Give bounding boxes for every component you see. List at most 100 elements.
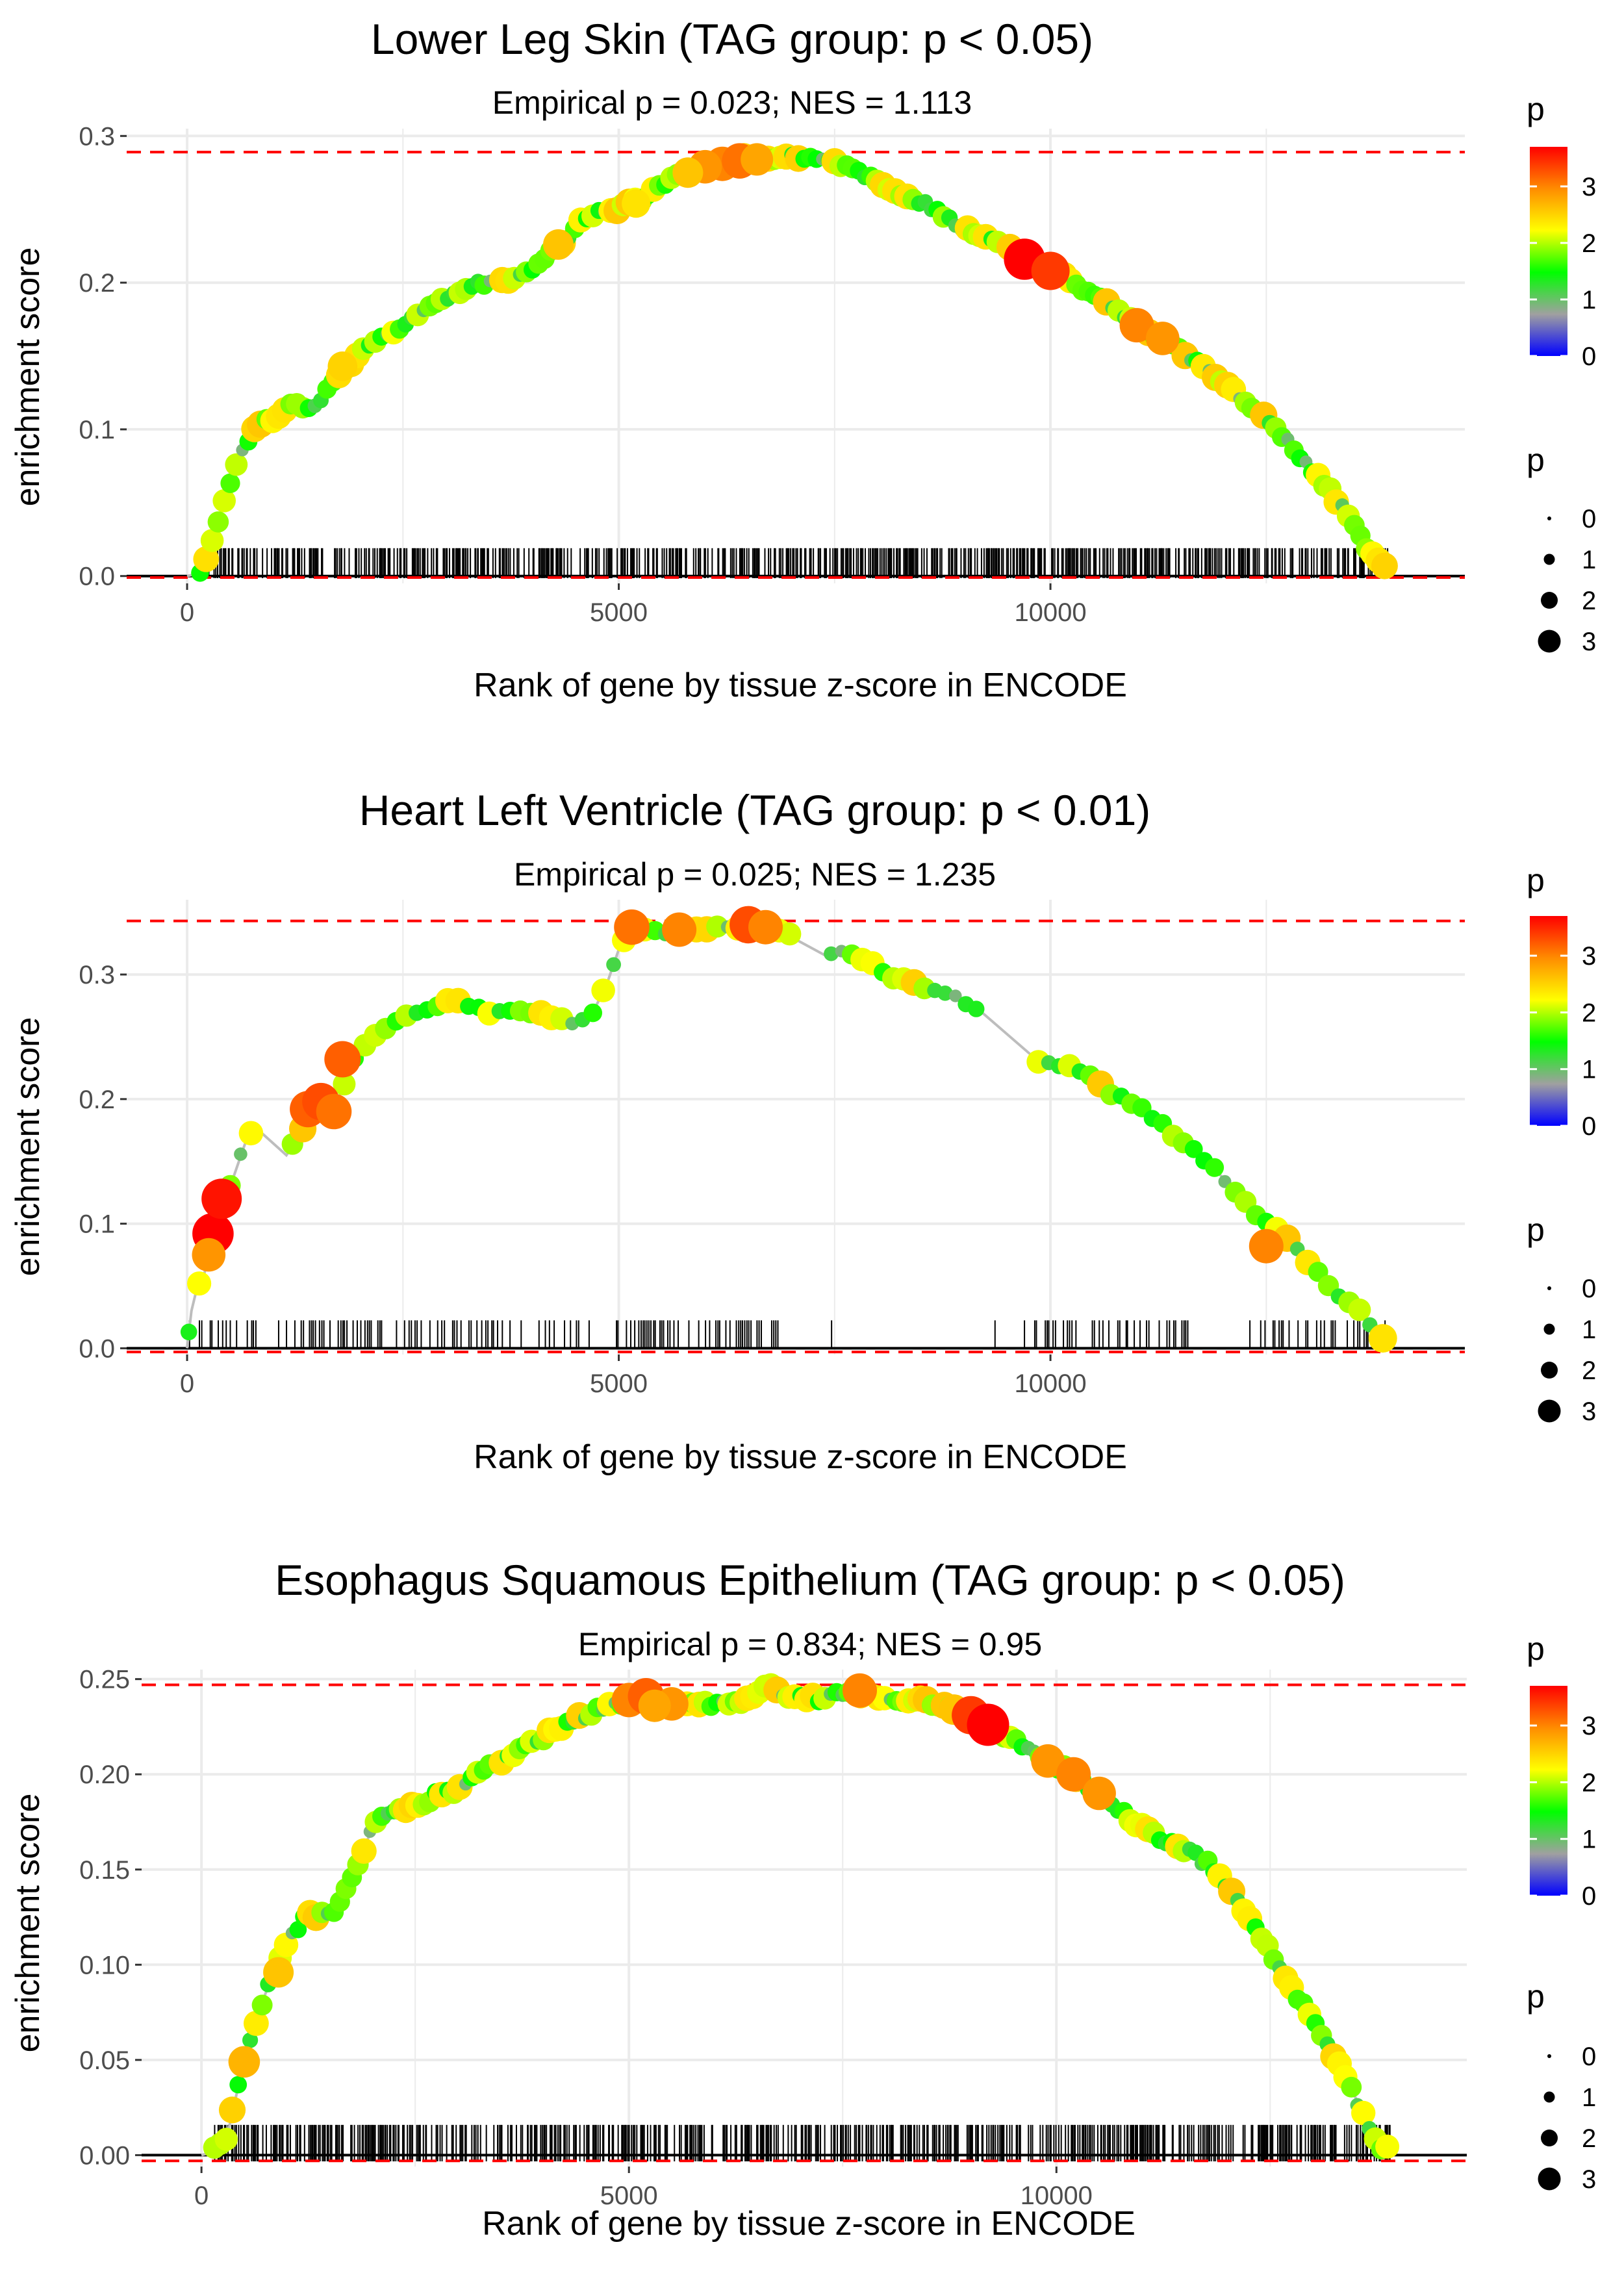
y-tick-label: 0.3 — [79, 961, 115, 989]
significant-gene-point — [741, 143, 774, 176]
significant-gene-point — [327, 351, 358, 381]
size-legend-dot — [1547, 2054, 1551, 2058]
x-tick-label: 10000 — [1014, 1369, 1086, 1398]
y-tick-label: 0.25 — [79, 1666, 130, 1694]
significant-gene-point — [1031, 1744, 1065, 1778]
significant-gene-point — [1056, 1757, 1091, 1792]
significant-gene-point — [1031, 251, 1070, 290]
significant-gene-point — [1119, 308, 1154, 343]
gene-point — [1371, 552, 1398, 579]
color-legend-label: 2 — [1582, 1768, 1596, 1797]
size-legend-dot — [1538, 630, 1561, 653]
panel-heart-left-ventricle: Heart Left Ventricle (TAG group: p < 0.0… — [9, 786, 1596, 1476]
y-axis-label: enrichment score — [9, 1794, 47, 2053]
gene-point — [949, 989, 962, 1002]
x-tick-label: 5000 — [600, 2182, 658, 2210]
significant-gene-point — [662, 912, 697, 947]
significant-gene-point — [1249, 1228, 1284, 1264]
gene-point — [824, 946, 839, 961]
panel-subtitle: Empirical p = 0.025; NES = 1.235 — [514, 856, 996, 893]
gene-point — [229, 2076, 247, 2094]
size-legend-dot — [1547, 1286, 1551, 1290]
color-legend-label: 0 — [1582, 342, 1596, 371]
gene-point — [251, 1994, 273, 2016]
color-legend-label: 3 — [1582, 942, 1596, 971]
gene-point — [244, 2011, 269, 2037]
significant-gene-point — [1146, 322, 1180, 355]
significant-gene-point — [201, 1178, 242, 1219]
gene-point — [606, 957, 621, 973]
size-legend-dot — [1541, 1362, 1558, 1379]
gene-point — [333, 1073, 356, 1096]
y-tick-label: 0.0 — [79, 563, 115, 591]
size-legend-dot — [1538, 1399, 1561, 1423]
size-legend-dot — [1543, 2091, 1555, 2103]
size-legend-dot — [1543, 1323, 1555, 1335]
color-legend: 0 1 2 3 — [1530, 147, 1596, 371]
gene-point — [937, 986, 953, 1001]
significant-gene-point — [228, 2046, 260, 2078]
color-legend-label: 1 — [1582, 1056, 1596, 1084]
gene-point — [351, 1838, 377, 1864]
panel-title: Heart Left Ventricle (TAG group: p < 0.0… — [359, 786, 1151, 834]
size-legend-label: 3 — [1582, 628, 1596, 656]
gene-point — [1341, 2076, 1362, 2098]
gene-point — [187, 1271, 212, 1296]
plot-area: 0.00 0.05 0.10 0.15 0.20 0.25 0 5000 10000 0 1 2 3 0 1… — [79, 1666, 1596, 2210]
size-legend-dot — [1541, 2130, 1558, 2146]
size-legend-label: 0 — [1582, 2042, 1596, 2071]
y-tick-label: 0.20 — [79, 1761, 130, 1789]
y-tick-label: 0.00 — [79, 2141, 130, 2170]
x-tick-label: 5000 — [590, 1369, 648, 1398]
color-legend-bar — [1530, 147, 1567, 356]
y-tick-label: 0.05 — [79, 2046, 130, 2075]
x-tick-label: 0 — [194, 2182, 209, 2210]
color-legend-label: 1 — [1582, 286, 1596, 314]
significant-gene-point — [1082, 1776, 1116, 1811]
size-legend: 0 1 2 3 — [1538, 1275, 1596, 1426]
size-legend-dot — [1541, 592, 1558, 609]
gene-point — [1348, 1298, 1371, 1321]
gene-point — [214, 2128, 238, 2151]
color-legend-bar — [1530, 916, 1567, 1126]
panel-title: Esophagus Squamous Epithelium (TAG group… — [275, 1556, 1345, 1604]
panel-title: Lower Leg Skin (TAG group: p < 0.05) — [371, 15, 1093, 63]
size-legend-label: 3 — [1582, 2165, 1596, 2194]
y-axis-label: enrichment score — [9, 248, 47, 507]
size-legend-label: 2 — [1582, 587, 1596, 615]
gene-rank-barcode — [188, 1320, 1386, 1349]
gene-point — [212, 489, 236, 513]
size-legend-label: 3 — [1582, 1397, 1596, 1426]
size-legend-label: 2 — [1582, 1356, 1596, 1385]
y-tick-label: 0.10 — [79, 1951, 130, 1979]
significant-gene-point — [1368, 1324, 1397, 1353]
color-legend-label: 3 — [1582, 173, 1596, 201]
gene-point — [200, 529, 224, 552]
significant-gene-point — [843, 1673, 877, 1708]
x-tick-label: 10000 — [1021, 2182, 1093, 2210]
color-legend: 0 1 2 3 — [1530, 1686, 1596, 1911]
gene-point — [1351, 2100, 1376, 2126]
color-legend-label: 1 — [1582, 1825, 1596, 1854]
plot-area: 0.0 0.1 0.2 0.3 0 5000 10000 0 1 2 3 0 1 2 3 — [79, 900, 1596, 1426]
color-legend-title: p — [1527, 91, 1545, 127]
gene-point — [1184, 1139, 1203, 1158]
significant-gene-point — [192, 1238, 226, 1272]
size-legend-label: 0 — [1582, 1275, 1596, 1303]
significant-gene-point — [614, 909, 650, 945]
gene-point — [1375, 2134, 1400, 2159]
significant-gene-point — [622, 189, 651, 218]
y-tick-label: 0.3 — [79, 122, 115, 151]
panel-subtitle: Empirical p = 0.834; NES = 0.95 — [578, 1626, 1042, 1662]
significant-gene-point — [748, 910, 783, 945]
panel-lower-leg-skin: Lower Leg Skin (TAG group: p < 0.05) Emp… — [9, 15, 1596, 704]
x-tick-label: 0 — [180, 598, 194, 627]
significant-gene-point — [967, 1703, 1009, 1746]
significant-gene-point — [638, 1689, 671, 1722]
size-legend-title: p — [1527, 1978, 1545, 2015]
panel-esophagus-squamous-epithelium: Esophagus Squamous Epithelium (TAG group… — [9, 1556, 1596, 2243]
x-axis-label: Rank of gene by tissue z-score in ENCODE — [474, 667, 1127, 704]
gene-point — [225, 453, 248, 476]
color-legend-title: p — [1527, 1631, 1545, 1667]
